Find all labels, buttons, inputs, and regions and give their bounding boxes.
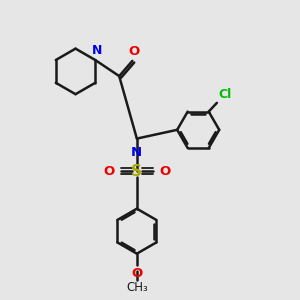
Text: CH₃: CH₃	[126, 281, 148, 294]
Text: Cl: Cl	[218, 88, 231, 100]
Text: O: O	[131, 267, 142, 280]
Text: O: O	[159, 165, 170, 178]
Text: N: N	[131, 146, 142, 159]
Text: O: O	[103, 165, 115, 178]
Text: S: S	[131, 164, 142, 179]
Text: O: O	[128, 45, 139, 58]
Text: N: N	[92, 44, 102, 56]
